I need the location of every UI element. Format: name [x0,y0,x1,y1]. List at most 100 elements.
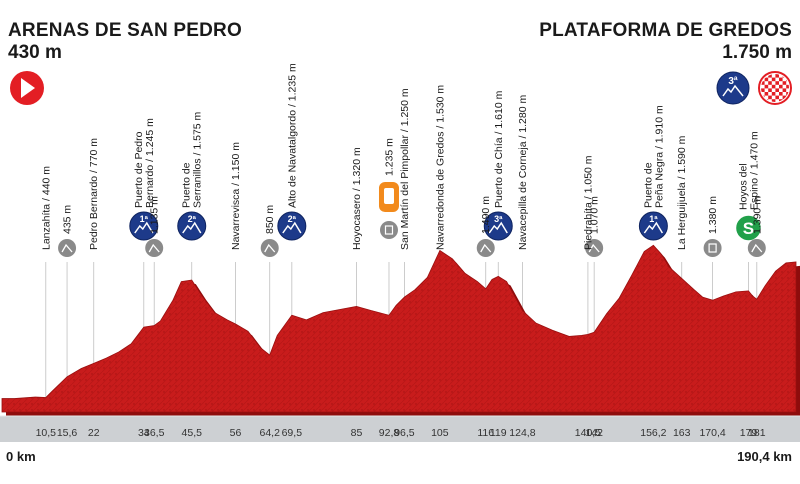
checkpoint-mountain-icon [61,243,73,253]
km-tick-label: 119 [490,427,507,439]
checker-square [779,99,783,102]
km-tick-label: 116 [477,427,494,439]
start-altitude: 430 m [8,42,62,63]
checkpoint-mountain-icon [751,243,763,253]
point-label-line: 1.070 m [589,196,601,234]
elevation-profile [1,244,797,413]
km-tick-label: 124,8 [509,427,535,439]
km-tick-label: 140,5 [575,427,601,439]
point-label: San Martín del Pimpollar / 1.250 m [399,88,411,250]
checker-square [782,95,787,100]
climb-badge-icon [638,211,668,241]
point-label: 1.390 m [751,196,763,234]
checker-square [782,81,787,85]
point-label: 1.235 m [383,138,395,176]
checker-square [786,92,789,96]
point-label: Puerto deSerranillos / 1.575 m [181,111,204,208]
point-label: 850 m [264,205,276,234]
point-label: 1.380 m [707,196,719,234]
checker-square [779,92,783,96]
checker-square [779,77,783,82]
checker-square [775,88,779,92]
climb-category: 1ª [140,214,149,224]
point-label-line: Piedrahíta / 1.050 m [582,155,594,250]
ribbon-band [0,416,800,442]
km-tick-label: 181 [748,427,766,439]
climb-badge-icon [129,211,159,241]
point-label-line: Pedro Bernardo / 770 m [88,138,100,250]
point-label-line: San Martín del Pimpollar / 1.250 m [399,88,411,250]
climb-category: 2ª [288,214,297,224]
km-tick-label: 10,5 [36,427,57,439]
mountain-icon [134,221,154,234]
checkpoint-icon [58,239,77,257]
point-label-line: 1.380 m [707,196,719,234]
point-label: 1.490 m [480,196,492,234]
checker-square [775,74,779,78]
point-label-line: Lanzahíta / 440 m [40,166,52,250]
km-tick-label: 22 [88,427,100,439]
climb-category: 1ª [649,214,658,224]
point-label-line: Navarredonda de Gredos / 1.530 m [434,85,446,250]
bin-icon [708,243,717,253]
climb-badge-icon [277,211,307,241]
point-label-line: Hoyocasero / 1.320 m [351,147,363,250]
point-label-line: 1.490 m [480,196,492,234]
point-label-line: Navarrevisca / 1.150 m [230,142,242,250]
point-label: 435 m [62,205,74,234]
mountain-icon [488,221,508,234]
waste-zone-icon [379,221,398,239]
header-badges: 3ª [10,71,792,105]
checkpoint-icon [145,239,164,257]
point-label: 1.070 m [589,196,601,234]
point-label: Navarredonda de Gredos / 1.530 m [434,85,446,250]
km-tick-label: 179 [740,427,758,439]
point-label: Navacepilla de Corneja / 1.280 m [517,94,529,250]
point-label-line: Navacepilla de Corneja / 1.280 m [517,94,529,250]
checkpoint-mountain-icon [148,243,160,253]
climb-badge-icon [483,211,513,241]
point-label-line: Bernardo / 1.245 m [144,118,156,208]
km-tick-label: 69,5 [282,427,303,439]
checker-square [771,92,776,96]
checker-square [764,84,769,89]
checker-square [771,84,776,89]
checker-square [782,88,787,92]
checker-square [775,95,779,100]
point-label-line: 1.235 m [383,138,395,176]
point-labels: Lanzahíta / 440 m 435 m Pedro Bernardo / 7… [40,63,763,250]
point-label-line: Puerto de [642,162,654,208]
bin-icon [384,225,394,235]
waste-zone-icon [703,239,722,257]
finish-mountain-icon [722,84,744,97]
point-label: Hoyocasero / 1.320 m [351,147,363,250]
checker-square [771,77,776,82]
finish-altitude: 1.750 m [722,42,792,63]
mountain-icon [643,221,664,234]
km-tick-label: 96,5 [394,427,415,439]
km-tick-label: 56 [230,427,242,439]
point-label-line: Espino / 1.470 m [748,131,760,210]
point-label: 1.135 m [149,196,161,234]
climb-category: 2ª [188,214,197,224]
point-label: Puerto dePeña Negra / 1.910 m [642,105,665,208]
point-label-line: Hoyos del [737,163,749,210]
km-start: 0 km [6,449,36,464]
point-label-line: La Herguijuela / 1.590 m [676,135,688,250]
km-end: 190,4 km [737,449,792,464]
checker-square [779,84,783,89]
point-label: Alto de Navatalgordo / 1.235 m [286,63,298,208]
finish-climb-category: 3ª [728,76,738,87]
point-label-line: 1.135 m [149,196,161,234]
km-tick-label: 85 [351,427,363,439]
point-label-line: 850 m [264,205,276,234]
point-label-line: Puerto de [181,162,193,208]
point-label-line: Puerto de Chía / 1.610 m [493,90,505,208]
point-label: Piedrahíta / 1.050 m [582,155,594,250]
km-tick-label: 36,5 [144,427,165,439]
point-label-line: Peña Negra / 1.910 m [653,105,665,208]
mountain-icon [182,221,202,234]
checker-square [761,81,765,85]
